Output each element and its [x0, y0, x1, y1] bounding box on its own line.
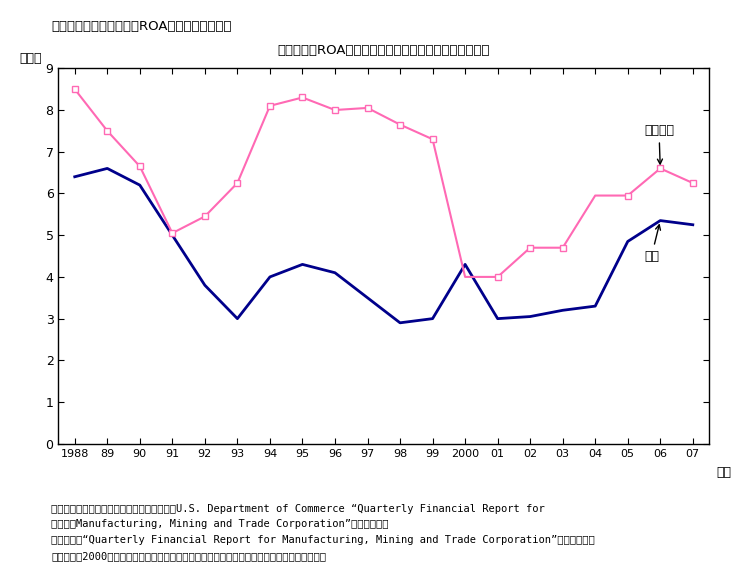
Title: 日本企業のROAは、アメリカ企業に比べて低水準で推移: 日本企業のROAは、アメリカ企業に比べて低水準で推移 [278, 44, 490, 57]
Text: （備考）１．財務省「法人企業統計季報」、U.S. Department of Commerce “Quarterly Financial Report for: （備考）１．財務省「法人企業統計季報」、U.S. Department of C… [51, 504, 545, 514]
Text: Manufacturing, Mining and Trade Corporation”により作成。: Manufacturing, Mining and Trade Corporat… [51, 519, 389, 530]
Text: ２．“Quarterly Financial Report for Manufacturing, Mining and Trade Corporation”につ: ２．“Quarterly Financial Report for Manufa… [51, 535, 595, 546]
Text: 第２－１－１図　日米のROAの推移（製造業）: 第２－１－１図 日米のROAの推移（製造業） [51, 20, 232, 33]
Text: アメリカ: アメリカ [644, 125, 674, 164]
Text: 2000年第４四半期から製造業の定義が変更されていることに注意する必要がある。: 2000年第４四半期から製造業の定義が変更されていることに注意する必要がある。 [51, 551, 326, 562]
Text: （％）: （％） [20, 52, 42, 64]
Text: 日本: 日本 [644, 225, 661, 262]
Text: （年）: （年） [716, 467, 731, 479]
